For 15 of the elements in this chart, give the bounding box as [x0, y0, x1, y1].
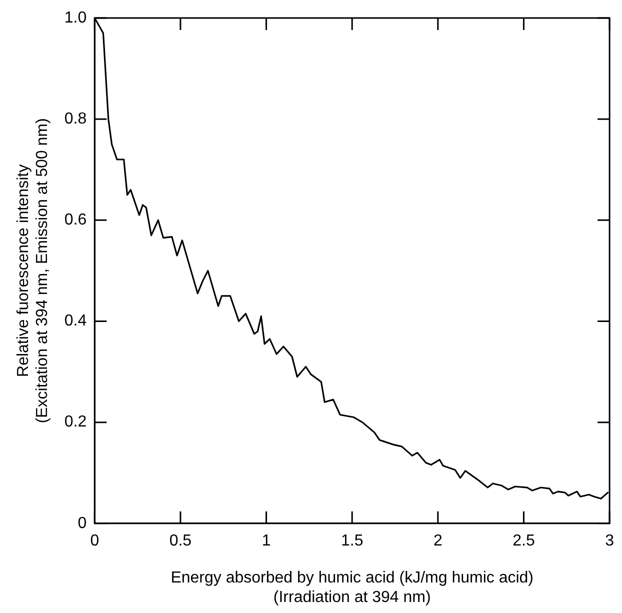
y-tick-label: 1.0 — [64, 9, 87, 26]
y-tick-label: 0.6 — [64, 212, 87, 229]
y-tick-label: 0 — [78, 514, 87, 532]
x-tick-label: 0.5 — [169, 532, 192, 550]
y-tick-label: 0.8 — [64, 110, 87, 128]
y-axis-title: Relative fuorescence intensity (Excitation at 394 nm, Emission at 500 nm) — [15, 118, 52, 424]
x-tick-label: 2.5 — [512, 532, 535, 550]
x-axis-title: Energy absorbed by humic acid (kJ/mg humic acid) (Irradiation at 394 nm) — [170, 570, 534, 606]
x-tick-label: 1.5 — [340, 532, 364, 550]
x-tick-label: 1 — [262, 532, 271, 550]
x-tick-label: 2 — [433, 532, 442, 550]
y-tick-label: 0.2 — [64, 414, 87, 431]
x-tick-label: 3 — [605, 532, 614, 550]
y-tick-label: 0.4 — [64, 312, 87, 330]
x-tick-label: 0 — [90, 532, 100, 550]
